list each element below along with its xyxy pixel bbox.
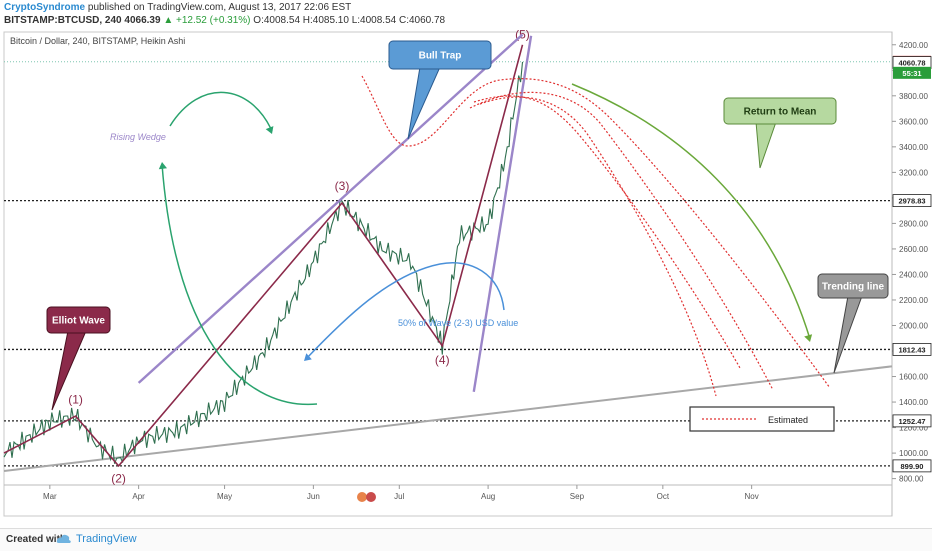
return-to-mean-callout-box <box>723 97 837 125</box>
y-tick-label: 2400.00 <box>899 270 928 279</box>
trending-line <box>3 365 893 472</box>
return-arrow <box>571 83 811 340</box>
y-tick-label: 1600.00 <box>899 373 928 382</box>
price-tag-label: 2978.83 <box>898 197 925 206</box>
fifty-percent-label: 50% of Wave (2-3) USD value <box>398 318 518 328</box>
x-tick-label: Jul <box>394 492 404 501</box>
x-tick-label: Apr <box>132 492 145 501</box>
rising-wedge-label: Rising Wedge <box>110 132 166 142</box>
y-tick-label: 1200.00 <box>899 424 928 433</box>
symbol-name: BITSTAMP:BTCUSD, 240 <box>4 15 122 26</box>
rising-wedge-group: Rising Wedge <box>110 33 533 393</box>
wave-label: (3) <box>335 179 350 193</box>
estimated-path <box>479 96 717 397</box>
callouts: Bull Trap Return to Mean Trending line Elli… <box>46 40 889 432</box>
symbol-line: BITSTAMP:BTCUSD, 240 4066.39 ▲ +12.52 (+… <box>4 15 928 27</box>
x-tick-label: Oct <box>657 492 670 501</box>
x-tick-label: May <box>217 492 232 501</box>
estimated-path <box>361 75 831 389</box>
price-tags: 4066.394060.7855:312978.831812.431252.47… <box>892 55 932 473</box>
event-icons <box>357 492 376 502</box>
chart-title: Bitcoin / Dollar, 240, BITSTAMP, Heikin … <box>10 36 185 46</box>
publish-line: CryptoSyndrome published on TradingView.… <box>4 2 928 14</box>
wave-label: (4) <box>435 353 450 367</box>
y-tick-label: 2600.00 <box>899 245 928 254</box>
wave-label: (2) <box>111 471 126 485</box>
return-arrow-head <box>804 334 813 342</box>
elliott-wave-line <box>3 44 524 468</box>
wave-label: (1) <box>68 392 83 406</box>
x-tick-label: Jun <box>307 492 320 501</box>
x-tick-label: Aug <box>481 492 495 501</box>
y-tick-label: 3400.00 <box>899 143 928 152</box>
tradingview-cloud-icon <box>56 534 71 543</box>
trending-line-group <box>3 365 893 472</box>
price-tag-label: 4060.78 <box>898 59 925 68</box>
y-tick-label: 2000.00 <box>899 321 928 330</box>
price-tag-box <box>892 343 932 356</box>
return-to-mean-callout-label: Return to Mean <box>744 107 817 118</box>
created-with-label: Created with <box>6 534 67 545</box>
y-tick-label: 4200.00 <box>899 41 928 50</box>
y-tick-label: 3200.00 <box>899 168 928 177</box>
price-tag-box <box>892 194 932 207</box>
price-tag-label: 1252.47 <box>898 417 925 426</box>
estimated-path <box>469 91 774 391</box>
price-tag-box <box>892 414 932 428</box>
price-tag-box <box>893 66 931 79</box>
annotation-arrows <box>158 83 813 406</box>
y-tick-label: 2800.00 <box>899 219 928 228</box>
y-tick-label: 1400.00 <box>899 398 928 407</box>
trending-line-callout-label: Trending line <box>822 282 885 293</box>
time-axis: Mar Apr May Jun Jul Aug Sep Oct Nov <box>43 485 759 501</box>
author-name[interactable]: CryptoSyndrome <box>4 2 86 13</box>
elliot-wave-callout-box <box>46 306 111 334</box>
trending-line-callout-box <box>817 273 889 299</box>
last-price: 4066.39 <box>124 15 161 26</box>
x-tick-label: Nov <box>745 492 759 501</box>
elliot-wave-callout-label: Elliot Wave <box>52 316 105 327</box>
tradingview-brand[interactable]: TradingView <box>76 533 137 545</box>
price-tag-label: 899.90 <box>901 462 924 471</box>
blue-arrow <box>305 262 505 360</box>
wedge-lower-line <box>472 35 533 393</box>
price-tag-label: 1812.43 <box>898 345 925 354</box>
x-tick-label: Mar <box>43 492 57 501</box>
y-tick-label: 3800.00 <box>899 92 928 101</box>
blue-arrow-head <box>304 353 312 361</box>
y-tick-label: 2200.00 <box>899 296 928 305</box>
y-tick-label: 800.00 <box>899 475 924 484</box>
footer-bar: Created with TradingView <box>0 528 932 551</box>
estimated-paths <box>361 75 831 397</box>
estimated-legend-label: Estimated <box>768 415 808 425</box>
price-tag-label: 55:31 <box>902 69 921 78</box>
upper-green-arrow-head <box>265 126 274 134</box>
event-icon[interactable] <box>357 492 367 502</box>
price-tag-box <box>892 459 932 473</box>
lower-green-arrow-head <box>158 162 167 170</box>
estimated-path <box>473 95 741 369</box>
price-change: ▲ +12.52 (+0.31%) <box>163 15 251 26</box>
wedge-upper-line <box>137 33 524 384</box>
y-tick-label: 1000.00 <box>899 449 928 458</box>
bull-trap-callout-box <box>388 40 492 70</box>
y-tick-label: 3600.00 <box>899 117 928 126</box>
chart-header: CryptoSyndrome published on TradingView.… <box>4 2 928 28</box>
chart-canvas[interactable]: Bitcoin / Dollar, 240, BITSTAMP, Heikin … <box>0 28 932 528</box>
lower-green-arrow <box>161 163 318 406</box>
upper-green-arrow <box>169 91 273 132</box>
x-tick-label: Sep <box>570 492 585 501</box>
ohlc-values: O:4008.54 H:4085.10 L:4008.54 C:4060.78 <box>253 15 446 26</box>
published-text: published on TradingView.com, August 13,… <box>87 2 352 13</box>
bull-trap-callout-label: Bull Trap <box>419 51 462 62</box>
event-icon[interactable] <box>366 492 376 502</box>
